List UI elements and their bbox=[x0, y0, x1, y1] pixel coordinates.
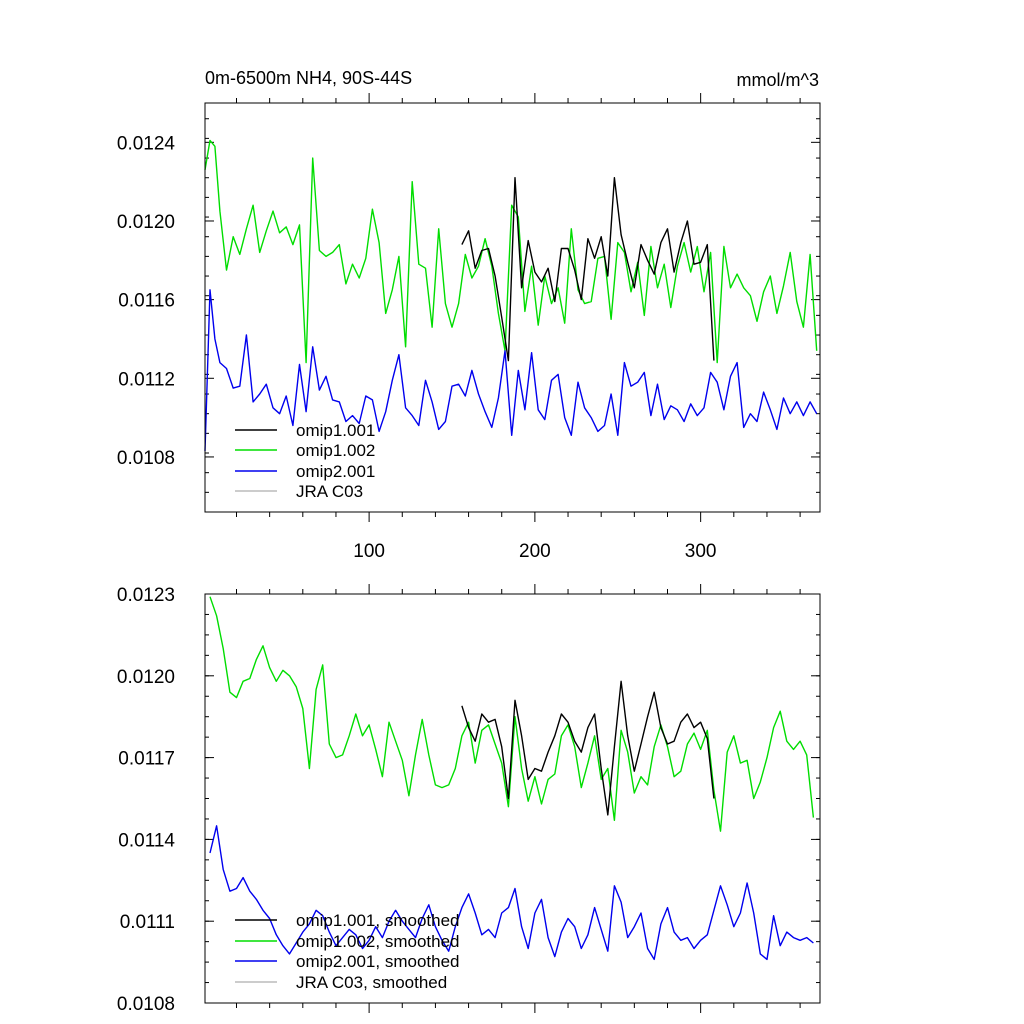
top-panel-axes: 0.0108 0.0112 0.0116 0.0120 0.0124 100 200 300 bbox=[117, 93, 820, 562]
top-panel-units: mmol/m^3 bbox=[737, 70, 819, 90]
bottom-ytick-label: 0.0111 bbox=[120, 912, 175, 933]
top-panel-legend: omip1.001 omip1.002 omip2.001 JRA C03 bbox=[235, 421, 375, 501]
series-line-omip1-001-smoothed bbox=[461, 680, 715, 816]
bottom-ytick-label: 0.0123 bbox=[117, 585, 175, 606]
bottom-ytick-label: 0.0117 bbox=[118, 749, 175, 770]
top-ytick-label: 0.0116 bbox=[118, 291, 175, 312]
legend-label-omip1-001: omip1.001 bbox=[296, 421, 375, 440]
top-ytick-label: 0.0124 bbox=[117, 133, 176, 154]
bottom-panel-series bbox=[209, 596, 815, 961]
legend-label-jra-c03-smoothed: JRA C03, smoothed bbox=[296, 973, 447, 992]
series-line-omip2-001 bbox=[204, 289, 818, 452]
legend-label-omip2-001-smoothed: omip2.001, smoothed bbox=[296, 952, 460, 971]
top-xtick-label: 200 bbox=[519, 541, 551, 562]
series-line-omip1-001 bbox=[461, 176, 715, 362]
series-line-omip2-001-smoothed bbox=[209, 825, 814, 961]
legend-label-omip1-002-smoothed: omip1.002, smoothed bbox=[296, 932, 460, 951]
top-ytick-label: 0.0112 bbox=[118, 369, 175, 390]
bottom-panel-legend: omip1.001, smoothed omip1.002, smoothed … bbox=[235, 911, 460, 992]
bottom-panel-axes: 0.0108 0.0111 0.0114 0.0117 0.0120 0.0123 bbox=[117, 584, 820, 1015]
series-line-omip1-002 bbox=[204, 139, 818, 364]
top-xtick-label: 100 bbox=[353, 541, 385, 562]
legend-label-omip1-001-smoothed: omip1.001, smoothed bbox=[296, 911, 460, 930]
bottom-ytick-label: 0.0120 bbox=[117, 667, 175, 688]
top-ytick-label: 0.0108 bbox=[117, 448, 175, 469]
top-ytick-label: 0.0120 bbox=[117, 212, 175, 233]
top-xtick-label: 300 bbox=[685, 541, 717, 562]
top-panel-frame bbox=[204, 102, 821, 513]
legend-label-omip1-002: omip1.002 bbox=[296, 441, 375, 460]
bottom-ytick-label: 0.0108 bbox=[117, 994, 175, 1015]
top-panel-series bbox=[204, 139, 818, 452]
legend-label-jra-c03: JRA C03 bbox=[296, 482, 363, 501]
top-panel-title: 0m-6500m NH4, 90S-44S bbox=[205, 68, 412, 88]
legend-label-omip2-001: omip2.001 bbox=[296, 462, 375, 481]
bottom-ytick-label: 0.0114 bbox=[118, 830, 175, 851]
series-line-omip1-002-smoothed bbox=[209, 596, 815, 832]
bottom-panel: 0.0108 0.0111 0.0114 0.0117 0.0120 0.0123 omi… bbox=[117, 584, 821, 1015]
bottom-panel-frame bbox=[204, 593, 821, 1004]
top-panel: 0m-6500m NH4, 90S-44S mmol/m^3 0.01080.0… bbox=[117, 68, 821, 562]
